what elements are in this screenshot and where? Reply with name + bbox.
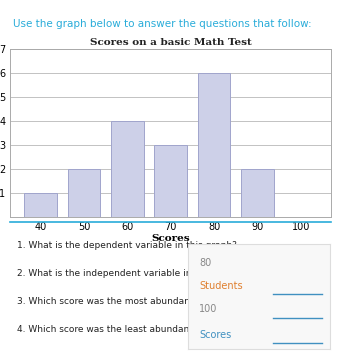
Text: 2. What is the independent variable in this graph: 2. What is the independent variable in t… [17,269,240,278]
Bar [198,73,231,217]
Bar [24,193,57,217]
Text: Students: Students [199,281,243,291]
Bar [111,121,144,217]
Bar [68,169,100,217]
Text: 4. Which score was the least abundant score for: 4. Which score was the least abundant sc… [17,325,235,334]
Bar [241,169,274,217]
X-axis label: Scores: Scores [151,234,190,243]
Text: 100: 100 [199,304,217,314]
Text: 3. Which score was the most abundant score for: 3. Which score was the most abundant sco… [17,297,236,306]
Title: Scores on a basic Math Test: Scores on a basic Math Test [90,38,251,47]
Text: 1. What is the dependent variable in this graph?: 1. What is the dependent variable in thi… [17,241,237,250]
Text: 80: 80 [199,258,211,268]
Bar [154,145,187,217]
Text: Scores: Scores [199,330,231,340]
Text: Use the graph below to answer the questions that follow:: Use the graph below to answer the questi… [13,19,312,29]
